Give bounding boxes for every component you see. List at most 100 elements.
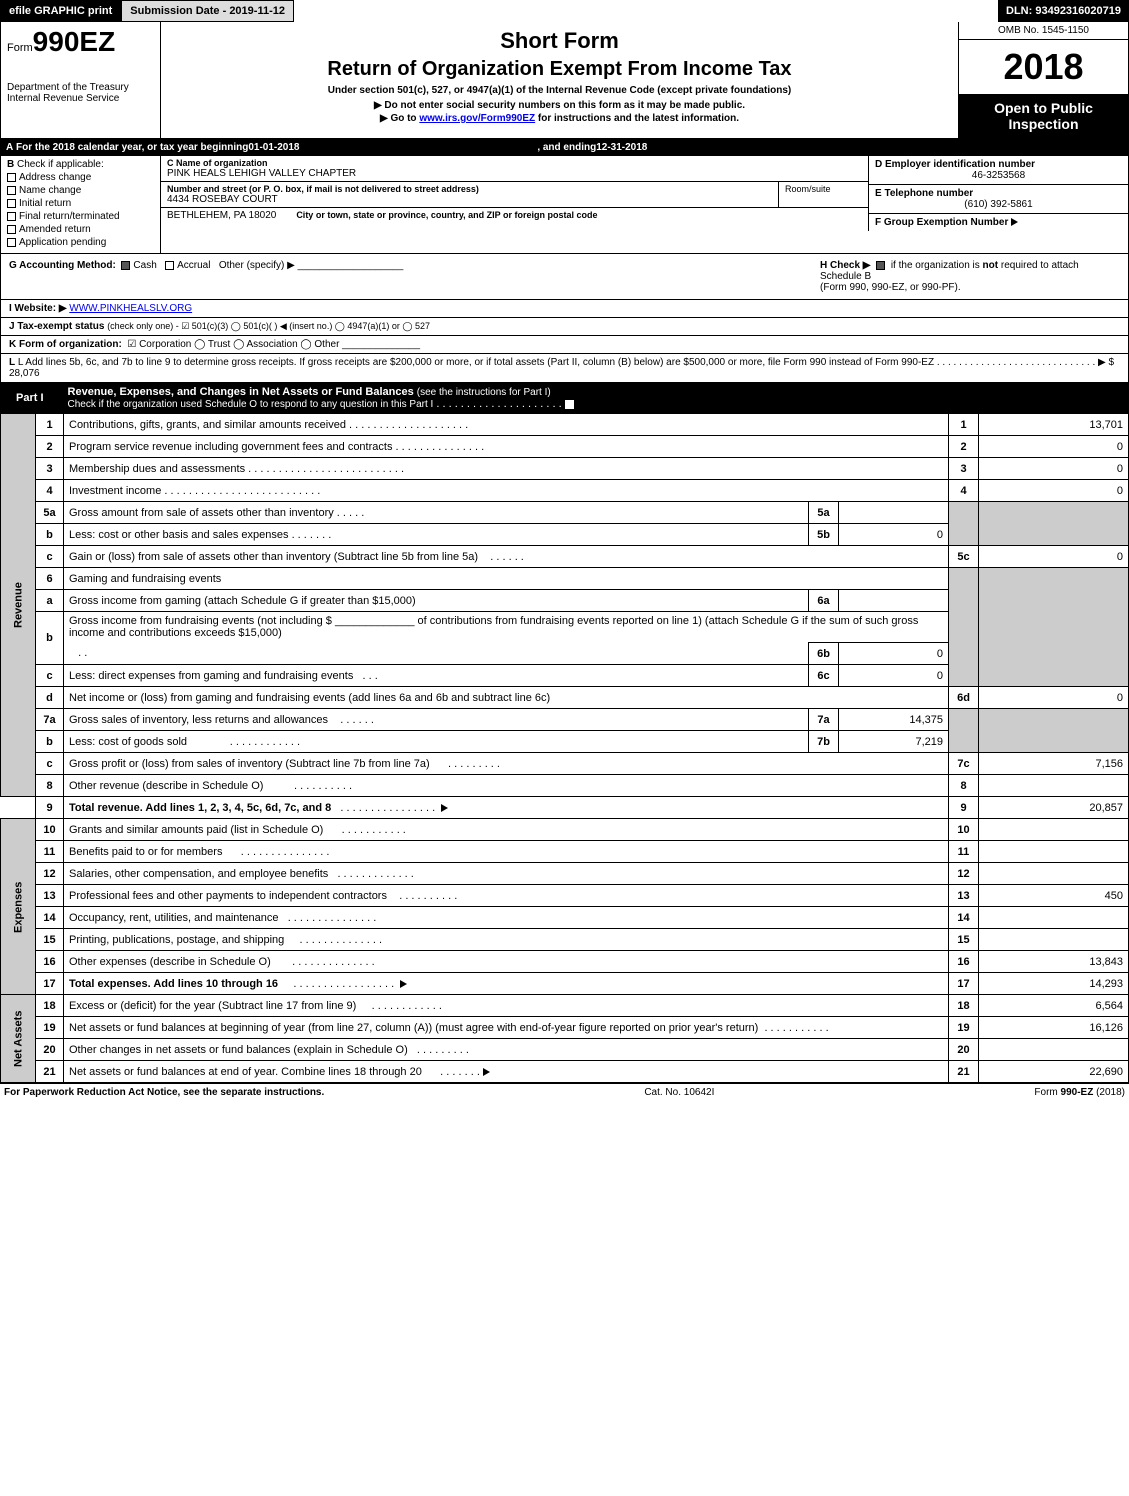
line-val: 6,564: [979, 995, 1129, 1017]
line-val: [979, 863, 1129, 885]
line-desc: Gross profit or (loss) from sales of inv…: [69, 758, 430, 770]
mid-val: 0: [839, 643, 949, 665]
g-other: Other (specify) ▶: [219, 260, 295, 271]
efile-print-button[interactable]: efile GRAPHIC print: [0, 0, 121, 22]
table-row: c Gross profit or (loss) from sales of i…: [1, 753, 1129, 775]
check-amended[interactable]: Amended return: [7, 224, 154, 235]
line-num: d: [36, 687, 64, 709]
line-val: [979, 841, 1129, 863]
line-val: 13,843: [979, 951, 1129, 973]
addr-label: Number and street (or P. O. box, if mail…: [167, 184, 772, 194]
checkbox-parti-icon[interactable]: [565, 400, 574, 409]
table-row: 2 Program service revenue including gove…: [1, 436, 1129, 458]
table-row: 9 Total revenue. Add lines 1, 2, 3, 4, 5…: [1, 797, 1129, 819]
g-cash: Cash: [133, 260, 156, 271]
line-val: 0: [979, 458, 1129, 480]
line-desc: Total revenue. Add lines 1, 2, 3, 4, 5c,…: [69, 802, 331, 814]
line-desc: Gross amount from sale of assets other t…: [69, 507, 334, 519]
line-num: 13: [36, 885, 64, 907]
checkbox-cash-icon[interactable]: [121, 261, 130, 270]
form-number: 990EZ: [33, 26, 116, 57]
mid-num: 7b: [809, 731, 839, 753]
line-val: 22,690: [979, 1061, 1129, 1083]
line-num: 17: [36, 973, 64, 995]
line-val: [979, 929, 1129, 951]
triangle-icon: [1011, 218, 1018, 226]
check-name[interactable]: Name change: [7, 185, 154, 196]
check-final[interactable]: Final return/terminated: [7, 211, 154, 222]
tax-year: 2018: [959, 40, 1128, 94]
line-num: 3: [36, 458, 64, 480]
row-a-tax-year: A For the 2018 calendar year, or tax yea…: [0, 139, 1129, 156]
table-row: 7a Gross sales of inventory, less return…: [1, 709, 1129, 731]
top-spacer: [294, 0, 998, 22]
h-not: not: [983, 260, 999, 271]
line-num: c: [36, 665, 64, 687]
line-desc: Less: direct expenses from gaming and fu…: [69, 670, 353, 682]
line-val: [979, 775, 1129, 797]
line-val: [979, 819, 1129, 841]
line-desc: Net assets or fund balances at beginning…: [69, 1022, 758, 1034]
line-desc: Gross income from gaming (attach Schedul…: [69, 595, 416, 607]
footer-mid: Cat. No. 10642I: [644, 1087, 714, 1098]
submission-date-button[interactable]: Submission Date - 2019-11-12: [121, 0, 294, 22]
table-row: 11 Benefits paid to or for members . . .…: [1, 841, 1129, 863]
grey-cell: [979, 709, 1129, 753]
line-val: 20,857: [979, 797, 1129, 819]
line-rnum: 4: [949, 480, 979, 502]
line-desc: Program service revenue including govern…: [69, 441, 392, 453]
table-row: 4 Investment income . . . . . . . . . . …: [1, 480, 1129, 502]
checkbox-icon: [7, 212, 16, 221]
check-address[interactable]: Address change: [7, 172, 154, 183]
line-desc: Membership dues and assessments: [69, 463, 245, 475]
k-form-org-row: K Form of organization: ☑ Corporation ◯ …: [0, 336, 1129, 354]
triangle-icon: [441, 804, 448, 812]
l-text: L Add lines 5b, 6c, and 7b to line 9 to …: [18, 357, 934, 368]
checkbox-h-icon[interactable]: [876, 261, 885, 270]
table-row: c Gain or (loss) from sale of assets oth…: [1, 546, 1129, 568]
line-num: b: [36, 524, 64, 546]
line-rnum: 20: [949, 1039, 979, 1061]
line-num: 2: [36, 436, 64, 458]
return-title: Return of Organization Exempt From Incom…: [171, 58, 948, 81]
open-to-public: Open to Public Inspection: [959, 94, 1128, 138]
a-text-pre: For the 2018 calendar year, or tax year …: [16, 142, 248, 153]
short-form-title: Short Form: [171, 28, 948, 54]
line-desc: Net income or (loss) from gaming and fun…: [69, 692, 550, 704]
line-rnum: 2: [949, 436, 979, 458]
mid-val: 7,219: [839, 731, 949, 753]
dln-label: DLN: 93492316020719: [998, 0, 1129, 22]
j-label: J Tax-exempt status: [9, 321, 104, 332]
line-val: [979, 907, 1129, 929]
table-row: Net Assets 18 Excess or (deficit) for th…: [1, 995, 1129, 1017]
line-rnum: 13: [949, 885, 979, 907]
line-rnum: 9: [949, 797, 979, 819]
line-desc: Salaries, other compensation, and employ…: [69, 868, 328, 880]
check-pending[interactable]: Application pending: [7, 237, 154, 248]
line-num: 10: [36, 819, 64, 841]
checkbox-accrual-icon[interactable]: [165, 261, 174, 270]
line-rnum: 21: [949, 1061, 979, 1083]
form-prefix: Form: [7, 42, 33, 54]
line-num: 12: [36, 863, 64, 885]
line-rnum: 3: [949, 458, 979, 480]
line-num: c: [36, 546, 64, 568]
table-row: 3 Membership dues and assessments . . . …: [1, 458, 1129, 480]
footer-right: Form 990-EZ (2018): [1034, 1087, 1125, 1098]
table-row: 17 Total expenses. Add lines 10 through …: [1, 973, 1129, 995]
check-initial[interactable]: Initial return: [7, 198, 154, 209]
website-link[interactable]: WWW.PINKHEALSLV.ORG: [69, 303, 192, 314]
irs-link[interactable]: www.irs.gov/Form990EZ: [419, 113, 535, 124]
c-label: C Name of organization: [167, 158, 862, 168]
mid-num: 7a: [809, 709, 839, 731]
line-desc: Printing, publications, postage, and shi…: [69, 934, 284, 946]
line-val: 0: [979, 480, 1129, 502]
line-desc: Gross income from fundraising events (no…: [69, 615, 335, 627]
g-accrual: Accrual: [177, 260, 210, 271]
j-tax-exempt-row: J Tax-exempt status (check only one) - ☑…: [0, 318, 1129, 336]
part1-check-text: Check if the organization used Schedule …: [68, 399, 434, 410]
d-label: D Employer identification number: [875, 159, 1035, 170]
line-rnum: 15: [949, 929, 979, 951]
line-desc: Investment income: [69, 485, 161, 497]
g-accounting: G Accounting Method: Cash Accrual Other …: [9, 260, 820, 293]
